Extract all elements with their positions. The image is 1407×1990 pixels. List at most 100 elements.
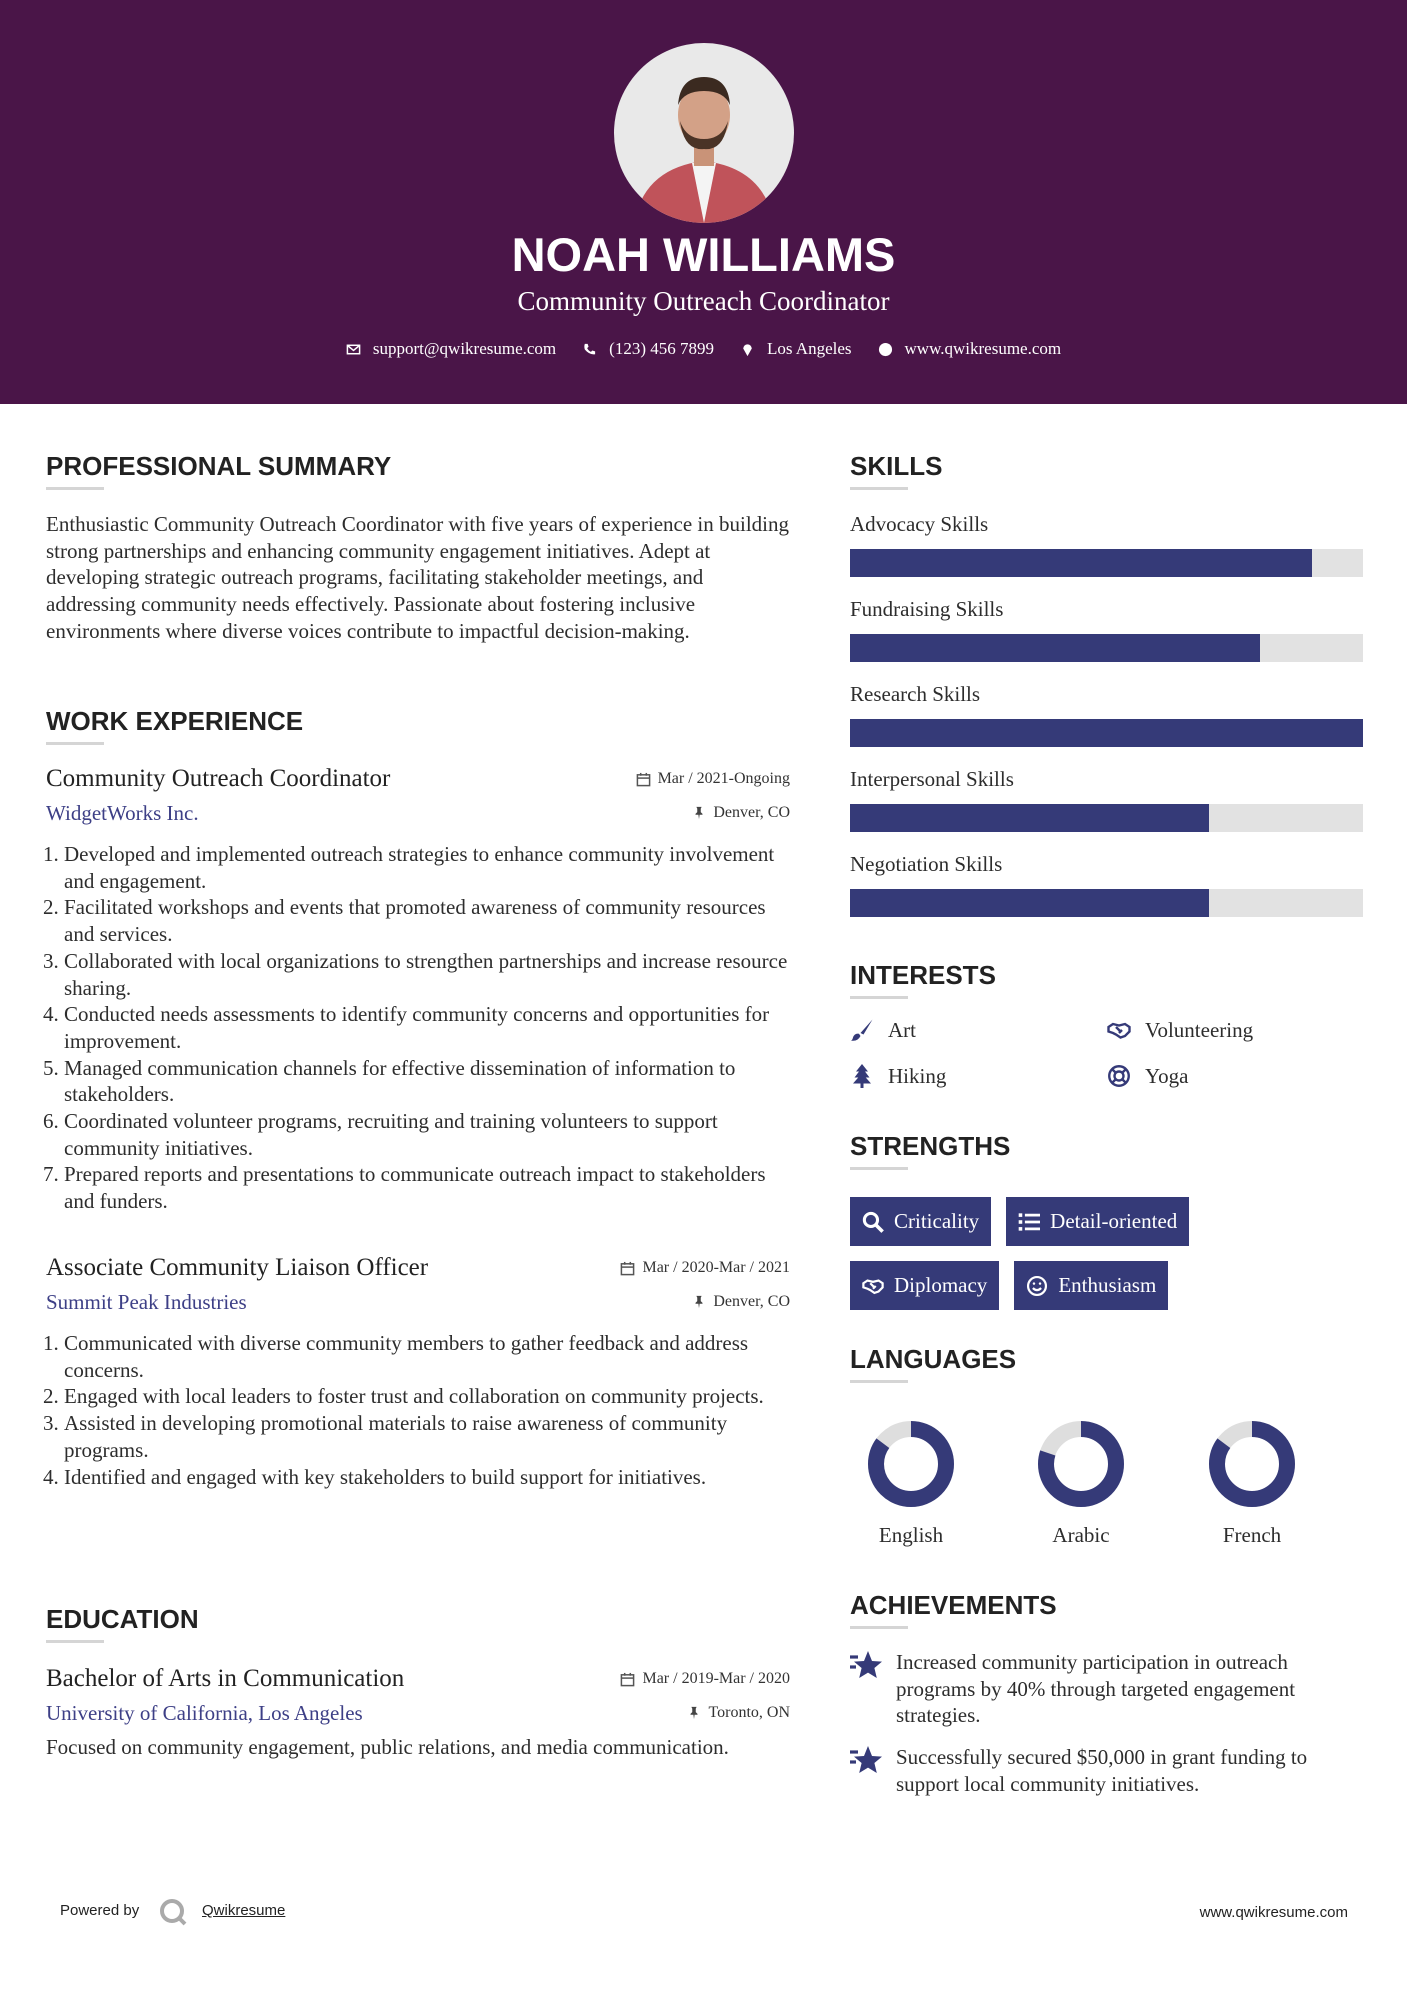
skill-track [850, 634, 1363, 662]
skill-name: Research Skills [850, 682, 981, 706]
job-title: Community Outreach Coordinator [517, 286, 890, 316]
language-name: English [878, 1523, 944, 1547]
name: NOAH WILLIAMS [511, 228, 896, 281]
strength-label: Diplomacy [894, 1273, 988, 1297]
contact-website: www.qwikresume.com [904, 339, 1062, 358]
date-text: Mar / 2019-Mar / 2020 [642, 1670, 790, 1687]
search-icon [862, 1211, 884, 1233]
section-heading: SKILLS [850, 451, 943, 481]
bullet: Identified and engaged with key stakehol… [64, 1464, 790, 1491]
skill-name: Negotiation Skills [850, 852, 1003, 876]
language-donut [1038, 1421, 1124, 1507]
section-heading: PROFESSIONAL SUMMARY [46, 451, 392, 481]
brush-icon [850, 1019, 873, 1041]
entry-location: Denver, CO [692, 804, 790, 822]
language-arc [1209, 1421, 1295, 1507]
entry-location: Denver, CO [692, 1293, 790, 1311]
achievement-text: Successfully secured $50,000 in grant fu… [896, 1745, 1308, 1796]
thumb-icon [690, 1706, 698, 1720]
smile-icon [1027, 1275, 1048, 1296]
interest-label: Volunteering [1145, 1017, 1254, 1042]
contact-phone: (123) 456 7899 [609, 339, 714, 358]
thumb-icon [695, 806, 703, 820]
date-text: Mar / 2021-Ongoing [657, 770, 790, 787]
entry-date: Mar / 2019-Mar / 2020 [620, 1670, 790, 1688]
summary-text: Enthusiastic Community Outreach Coordina… [46, 512, 789, 643]
entry-row: University of California, Los Angeles Tor… [46, 1696, 790, 1730]
heading-underline [46, 1640, 104, 1643]
bullet: Coordinated volunteer programs, recruiti… [64, 1108, 790, 1161]
skill-track [850, 719, 1363, 747]
star-icon [850, 1651, 882, 1678]
language-donut [868, 1421, 954, 1507]
footer-website[interactable]: www.qwikresume.com [1199, 1904, 1348, 1921]
achievement-list: Increased community participation in out… [850, 1649, 1363, 1813]
entry-row: WidgetWorks Inc. Denver, CO [46, 796, 790, 830]
strength-chip: Criticality [850, 1197, 992, 1246]
heading-underline [850, 1167, 908, 1170]
interest-label: Hiking [888, 1063, 947, 1088]
bullet: Managed communication channels for effec… [64, 1055, 790, 1108]
entry-location: Toronto, ON [687, 1704, 790, 1722]
date-text: Mar / 2020-Mar / 2021 [642, 1259, 790, 1276]
cal-icon [621, 1261, 635, 1275]
skill-track [850, 889, 1363, 917]
language-name: Arabic [1052, 1523, 1110, 1547]
phone-icon [584, 343, 596, 354]
contact-item: support@qwikresume.com [346, 339, 556, 359]
entry: Bachelor of Arts in Communication Mar / 2… [46, 1662, 790, 1761]
bullet: Conducted needs assessments to identify … [64, 1001, 790, 1054]
section-heading: WORK EXPERIENCE [46, 706, 304, 736]
entry-row: Summit Peak Industries Denver, CO [46, 1285, 790, 1319]
contact-location: Los Angeles [766, 339, 852, 358]
profile-photo [614, 43, 794, 223]
bullet: Engaged with local leaders to foster tru… [64, 1383, 790, 1410]
entry-title: Community Outreach Coordinator [46, 765, 391, 792]
entry-row: Community Outreach Coordinator Mar / 2021… [46, 762, 790, 796]
skill-bar [850, 804, 1210, 832]
achievement-text: Increased community participation in out… [896, 1650, 1296, 1728]
contact-item: (123) 456 7899 [582, 339, 714, 359]
language-arc [1038, 1421, 1124, 1507]
heading-underline [46, 487, 104, 490]
interest-label: Art [888, 1017, 916, 1042]
brand-logo [160, 1899, 187, 1926]
brand-link[interactable]: Qwikresume [202, 1902, 286, 1919]
achievement-item: Successfully secured $50,000 in grant fu… [850, 1744, 1363, 1797]
cal-icon [621, 1672, 635, 1686]
heading-underline [850, 1626, 908, 1629]
interest-item: Art [850, 1016, 916, 1044]
entry-date: Mar / 2020-Mar / 2021 [620, 1259, 790, 1277]
bullet: Collaborated with local organizations to… [64, 948, 790, 1001]
globe-icon [878, 342, 892, 356]
mail-icon [346, 344, 361, 354]
bullet: Assisted in developing promotional mater… [64, 1410, 790, 1463]
strength-label: Detail-oriented [1050, 1209, 1178, 1233]
strength-chip: Enthusiasm [1014, 1261, 1169, 1310]
bullet-list: Communicated with diverse community memb… [46, 1330, 790, 1490]
header: NOAH WILLIAMS Community Outreach Coordin… [0, 0, 1407, 404]
entry-row: Associate Community Liaison Officer Mar /… [46, 1251, 790, 1285]
education-description: Focused on community engagement, public … [46, 1735, 729, 1759]
hands-icon [1107, 1022, 1131, 1039]
skill-bar [850, 634, 1261, 662]
skill-name: Fundraising Skills [850, 597, 1004, 621]
entry-organization: WidgetWorks Inc. [46, 800, 199, 825]
thumb-icon [695, 1295, 703, 1309]
heading-underline [850, 1380, 908, 1383]
achievement-item: Increased community participation in out… [850, 1649, 1363, 1729]
interest-item: Volunteering [1107, 1016, 1253, 1044]
entry-date: Mar / 2021-Ongoing [636, 770, 790, 788]
location-text: Denver, CO [713, 804, 790, 821]
section-heading: STRENGTHS [850, 1131, 1011, 1161]
skill-track [850, 804, 1363, 832]
heading-underline [850, 487, 908, 490]
entry: Associate Community Liaison Officer Mar /… [46, 1251, 790, 1490]
pin-icon [743, 343, 752, 356]
language-donut [1209, 1421, 1295, 1507]
hands-icon [862, 1278, 884, 1294]
interest-label: Yoga [1145, 1063, 1189, 1088]
language-name: French [1222, 1523, 1282, 1547]
location-text: Denver, CO [713, 1293, 790, 1310]
